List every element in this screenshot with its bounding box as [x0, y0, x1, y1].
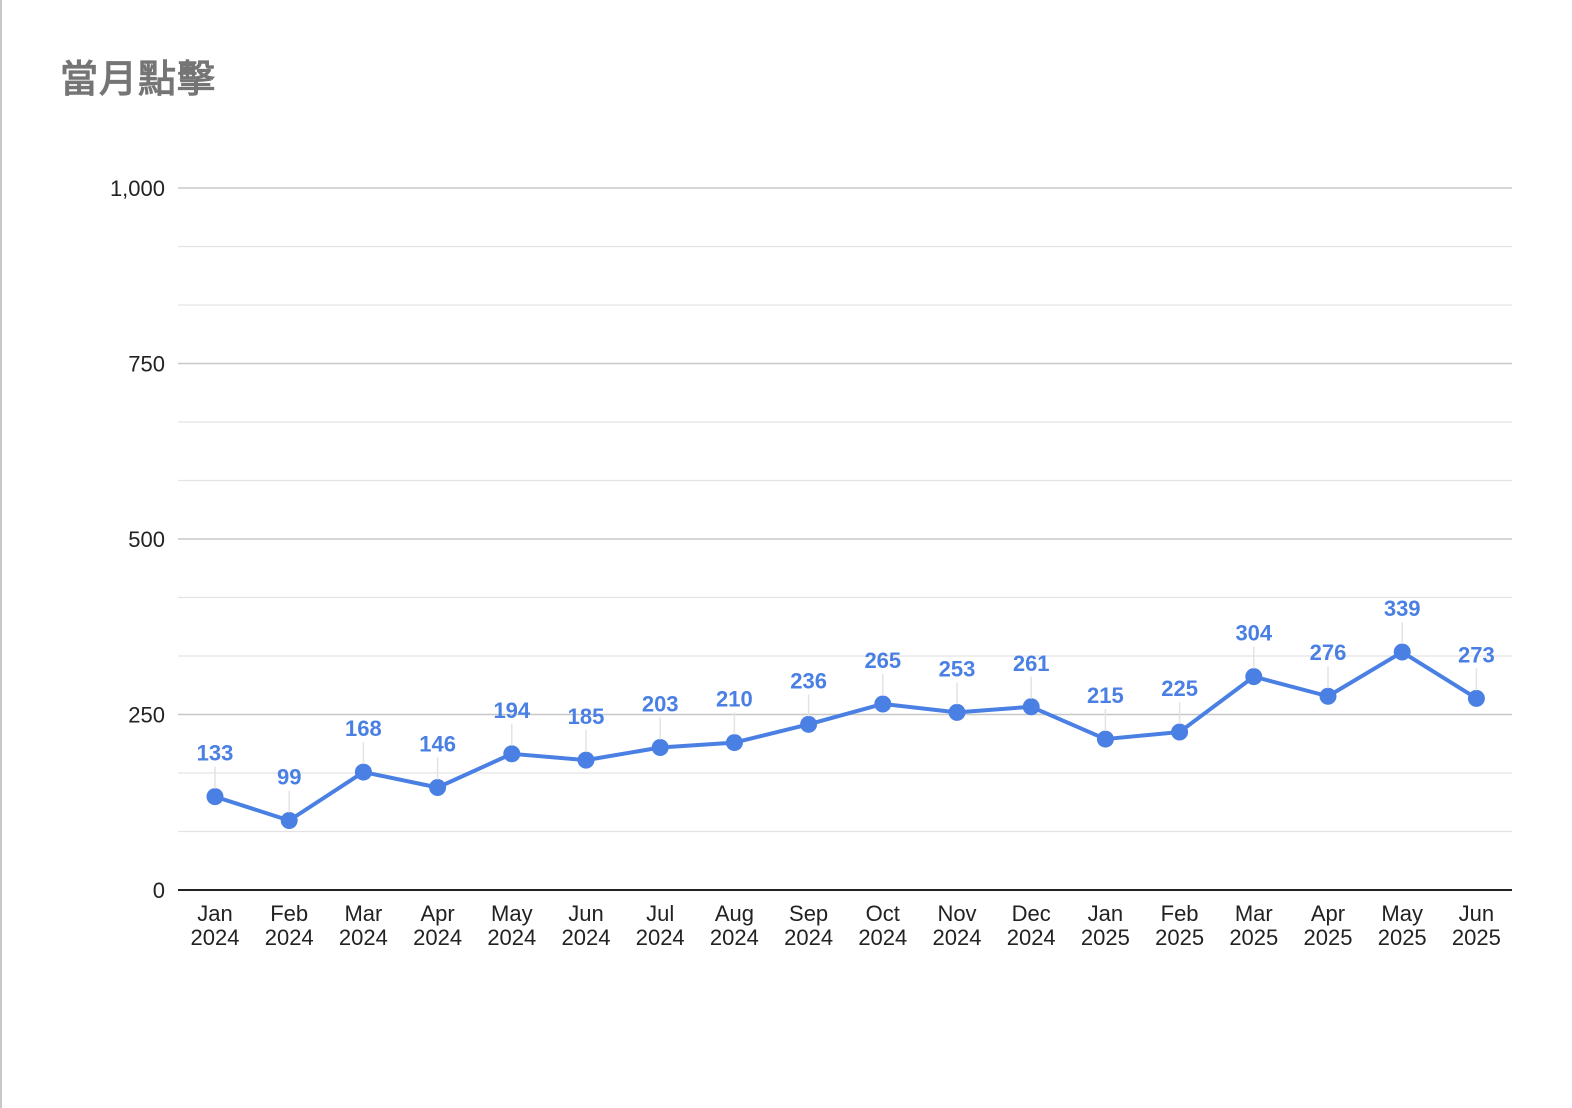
- x-tick-label: Sep 2024: [784, 901, 833, 950]
- data-point: [1467, 689, 1485, 707]
- chart-title: 當月點擊: [60, 57, 217, 101]
- y-tick-label: 0: [153, 878, 165, 903]
- x-tick-label: Dec 2024: [1007, 901, 1056, 950]
- data-point: [503, 745, 521, 763]
- data-labels: 133 99 168 146 194 185 203 210 236 265 253 261 215 22…: [197, 596, 1495, 813]
- x-tick-label: Feb 2025: [1155, 901, 1204, 950]
- data-point: [206, 788, 224, 806]
- x-tick-label: Nov 2024: [933, 901, 982, 950]
- gridlines: [178, 187, 1512, 833]
- data-label: 253: [939, 656, 976, 681]
- x-tick-label: Jun 2024: [562, 901, 611, 950]
- data-label: 146: [419, 732, 456, 757]
- x-tick-label: Apr 2024: [413, 901, 462, 950]
- data-label: 203: [642, 691, 679, 716]
- data-label: 273: [1458, 642, 1495, 667]
- data-point: [800, 715, 818, 733]
- y-tick-label: 500: [128, 527, 165, 552]
- x-axis-ticks: Jan 2024 Feb 2024 Mar 2024 Apr 2024 May 2024 Jun 20…: [191, 901, 1501, 950]
- data-point: [948, 703, 966, 721]
- data-point: [354, 763, 372, 781]
- x-tick-label: Feb 2024: [265, 901, 314, 950]
- data-point: [651, 738, 669, 756]
- x-tick-label: Jul 2024: [636, 901, 685, 950]
- data-point: [874, 695, 892, 713]
- data-point: [1245, 668, 1263, 686]
- data-point: [429, 779, 447, 797]
- data-point: [1319, 687, 1337, 705]
- series-clicks: [206, 643, 1485, 830]
- data-label: 210: [716, 687, 753, 712]
- y-tick-label: 250: [128, 703, 165, 728]
- data-point: [1022, 698, 1040, 716]
- data-label: 225: [1161, 676, 1198, 701]
- series-line: [213, 650, 1479, 823]
- x-tick-label: May 2025: [1378, 901, 1427, 950]
- data-point: [725, 734, 743, 752]
- y-tick-label: 750: [128, 352, 165, 377]
- data-label: 339: [1384, 596, 1421, 621]
- data-label: 185: [568, 704, 605, 729]
- x-tick-label: Mar 2025: [1229, 901, 1278, 950]
- data-point: [577, 751, 595, 769]
- x-tick-label: Jun 2025: [1452, 901, 1501, 950]
- data-point: [1171, 723, 1189, 741]
- data-label: 168: [345, 716, 382, 741]
- x-tick-label: Oct 2024: [858, 901, 907, 950]
- data-label: 265: [864, 648, 901, 673]
- data-label: 276: [1310, 640, 1347, 665]
- data-point: [1393, 643, 1411, 661]
- data-label: 99: [277, 765, 301, 790]
- x-tick-label: Apr 2025: [1304, 901, 1353, 950]
- data-label: 236: [790, 668, 827, 693]
- y-tick-label: 1,000: [110, 176, 165, 201]
- x-tick-label: Aug 2024: [710, 901, 759, 950]
- x-tick-label: Jan 2024: [191, 901, 240, 950]
- y-axis-ticks: 0 250 500 750 1,000: [110, 176, 165, 903]
- x-tick-label: Mar 2024: [339, 901, 388, 950]
- x-tick-label: May 2024: [487, 901, 536, 950]
- data-label: 194: [493, 698, 530, 723]
- data-label: 261: [1013, 651, 1050, 676]
- data-label: 215: [1087, 683, 1124, 708]
- data-point: [280, 812, 298, 830]
- x-tick-label: Jan 2025: [1081, 901, 1130, 950]
- data-label: 304: [1235, 621, 1272, 646]
- data-label: 133: [197, 741, 234, 766]
- data-point: [1096, 730, 1114, 748]
